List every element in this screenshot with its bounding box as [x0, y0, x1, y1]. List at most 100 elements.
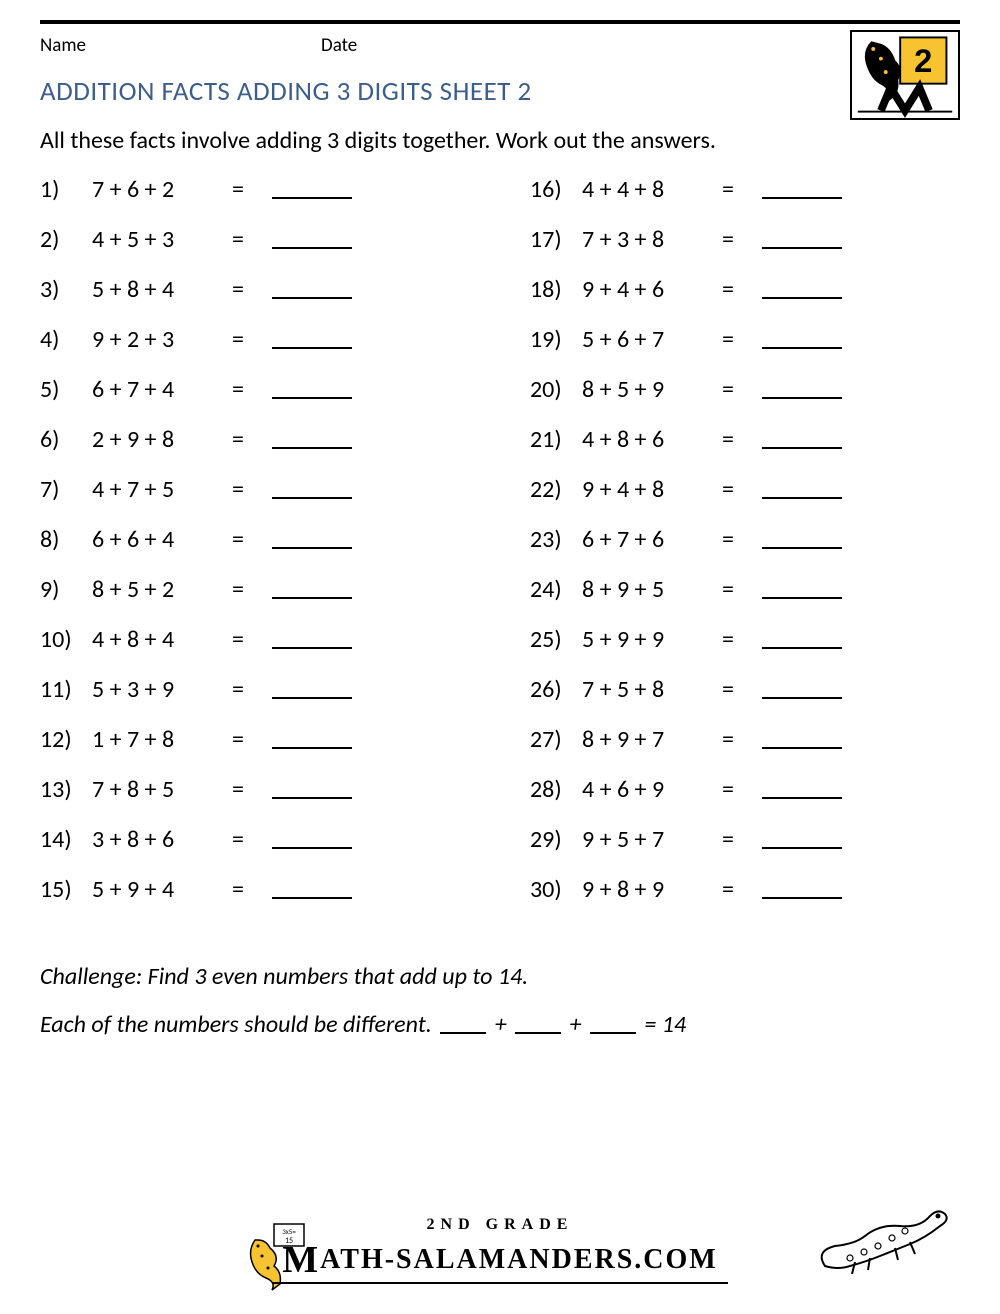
equals-sign: = — [232, 675, 272, 704]
problem-number: 2) — [40, 225, 92, 254]
problem-row: 11)5 + 3 + 9= — [40, 675, 470, 725]
problem-row: 12)1 + 7 + 8= — [40, 725, 470, 775]
answer-blank[interactable] — [762, 379, 842, 399]
answer-blank[interactable] — [762, 179, 842, 199]
problem-row: 26)7 + 5 + 8= — [530, 675, 960, 725]
answer-blank[interactable] — [762, 879, 842, 899]
equals-sign: = — [232, 275, 272, 304]
equals-sign: = — [232, 525, 272, 554]
problem-number: 9) — [40, 575, 92, 604]
problem-expression: 9 + 5 + 7 — [582, 825, 722, 854]
problem-number: 4) — [40, 325, 92, 354]
answer-blank[interactable] — [762, 729, 842, 749]
equals-sign: = — [232, 475, 272, 504]
answer-blank[interactable] — [272, 579, 352, 599]
problem-row: 27)8 + 9 + 7= — [530, 725, 960, 775]
answer-blank[interactable] — [272, 279, 352, 299]
answer-blank[interactable] — [762, 829, 842, 849]
problem-number: 12) — [40, 725, 92, 754]
problem-expression: 8 + 9 + 7 — [582, 725, 722, 754]
problems-grid: 1)7 + 6 + 2=2)4 + 5 + 3=3)5 + 8 + 4=4)9 … — [40, 175, 960, 925]
challenge-prefix: Each of the numbers should be different. — [40, 1010, 437, 1039]
equals-sign: = — [722, 225, 762, 254]
equals-sign: = — [722, 275, 762, 304]
challenge-line-2: Each of the numbers should be different.… — [40, 1001, 960, 1049]
answer-blank[interactable] — [762, 229, 842, 249]
equals-sign: = — [722, 625, 762, 654]
equals-sign: = — [232, 375, 272, 404]
equals-sign: = — [722, 825, 762, 854]
challenge-equals-result: = 14 — [639, 1010, 686, 1039]
answer-blank[interactable] — [272, 379, 352, 399]
problem-expression: 5 + 9 + 9 — [582, 625, 722, 654]
answer-blank[interactable] — [272, 429, 352, 449]
answer-blank[interactable] — [272, 479, 352, 499]
equals-sign: = — [722, 175, 762, 204]
problem-expression: 8 + 9 + 5 — [582, 575, 722, 604]
challenge-blank-3[interactable] — [590, 1016, 636, 1034]
challenge-blank-2[interactable] — [515, 1016, 561, 1034]
answer-blank[interactable] — [272, 329, 352, 349]
answer-blank[interactable] — [272, 679, 352, 699]
equals-sign: = — [232, 725, 272, 754]
problem-expression: 5 + 6 + 7 — [582, 325, 722, 354]
problem-row: 28)4 + 6 + 9= — [530, 775, 960, 825]
problem-expression: 9 + 4 + 8 — [582, 475, 722, 504]
problem-expression: 4 + 8 + 6 — [582, 425, 722, 454]
problem-number: 26) — [530, 675, 582, 704]
equals-sign: = — [232, 875, 272, 904]
equals-sign: = — [722, 425, 762, 454]
equals-sign: = — [232, 225, 272, 254]
problems-column-right: 16)4 + 4 + 8=17)7 + 3 + 8=18)9 + 4 + 6=1… — [530, 175, 960, 925]
problem-number: 18) — [530, 275, 582, 304]
answer-blank[interactable] — [762, 429, 842, 449]
problem-expression: 4 + 5 + 3 — [92, 225, 232, 254]
equals-sign: = — [722, 375, 762, 404]
equals-sign: = — [232, 325, 272, 354]
name-date-labels: Name Date — [40, 32, 357, 57]
answer-blank[interactable] — [272, 879, 352, 899]
answer-blank[interactable] — [762, 329, 842, 349]
answer-blank[interactable] — [762, 629, 842, 649]
equals-sign: = — [722, 675, 762, 704]
answer-blank[interactable] — [272, 779, 352, 799]
challenge-blank-1[interactable] — [440, 1016, 486, 1034]
problem-number: 14) — [40, 825, 92, 854]
date-label: Date — [321, 34, 357, 57]
problem-number: 19) — [530, 325, 582, 354]
problem-row: 17)7 + 3 + 8= — [530, 225, 960, 275]
footer-site-name: MATH-SALAMANDERS.COM — [272, 1236, 727, 1284]
problem-number: 27) — [530, 725, 582, 754]
problem-number: 11) — [40, 675, 92, 704]
equals-sign: = — [722, 575, 762, 604]
problem-expression: 1 + 7 + 8 — [92, 725, 232, 754]
answer-blank[interactable] — [272, 229, 352, 249]
answer-blank[interactable] — [762, 479, 842, 499]
problem-row: 13)7 + 8 + 5= — [40, 775, 470, 825]
footer-salamander-icon — [810, 1196, 960, 1286]
equals-sign: = — [722, 475, 762, 504]
problem-number: 25) — [530, 625, 582, 654]
problem-row: 30)9 + 8 + 9= — [530, 875, 960, 925]
answer-blank[interactable] — [762, 579, 842, 599]
answer-blank[interactable] — [762, 279, 842, 299]
problem-expression: 6 + 7 + 6 — [582, 525, 722, 554]
problem-expression: 5 + 3 + 9 — [92, 675, 232, 704]
problem-row: 22)9 + 4 + 8= — [530, 475, 960, 525]
problem-number: 24) — [530, 575, 582, 604]
answer-blank[interactable] — [762, 679, 842, 699]
answer-blank[interactable] — [272, 529, 352, 549]
answer-blank[interactable] — [272, 729, 352, 749]
problem-row: 6)2 + 9 + 8= — [40, 425, 470, 475]
answer-blank[interactable] — [272, 829, 352, 849]
answer-blank[interactable] — [272, 629, 352, 649]
answer-blank[interactable] — [272, 179, 352, 199]
challenge-plus-1: + — [489, 1010, 512, 1039]
answer-blank[interactable] — [762, 529, 842, 549]
problem-expression: 9 + 8 + 9 — [582, 875, 722, 904]
problem-number: 13) — [40, 775, 92, 804]
problems-column-left: 1)7 + 6 + 2=2)4 + 5 + 3=3)5 + 8 + 4=4)9 … — [40, 175, 470, 925]
answer-blank[interactable] — [762, 779, 842, 799]
worksheet-title: ADDITION FACTS ADDING 3 DIGITS SHEET 2 — [40, 75, 960, 108]
problem-expression: 5 + 8 + 4 — [92, 275, 232, 304]
